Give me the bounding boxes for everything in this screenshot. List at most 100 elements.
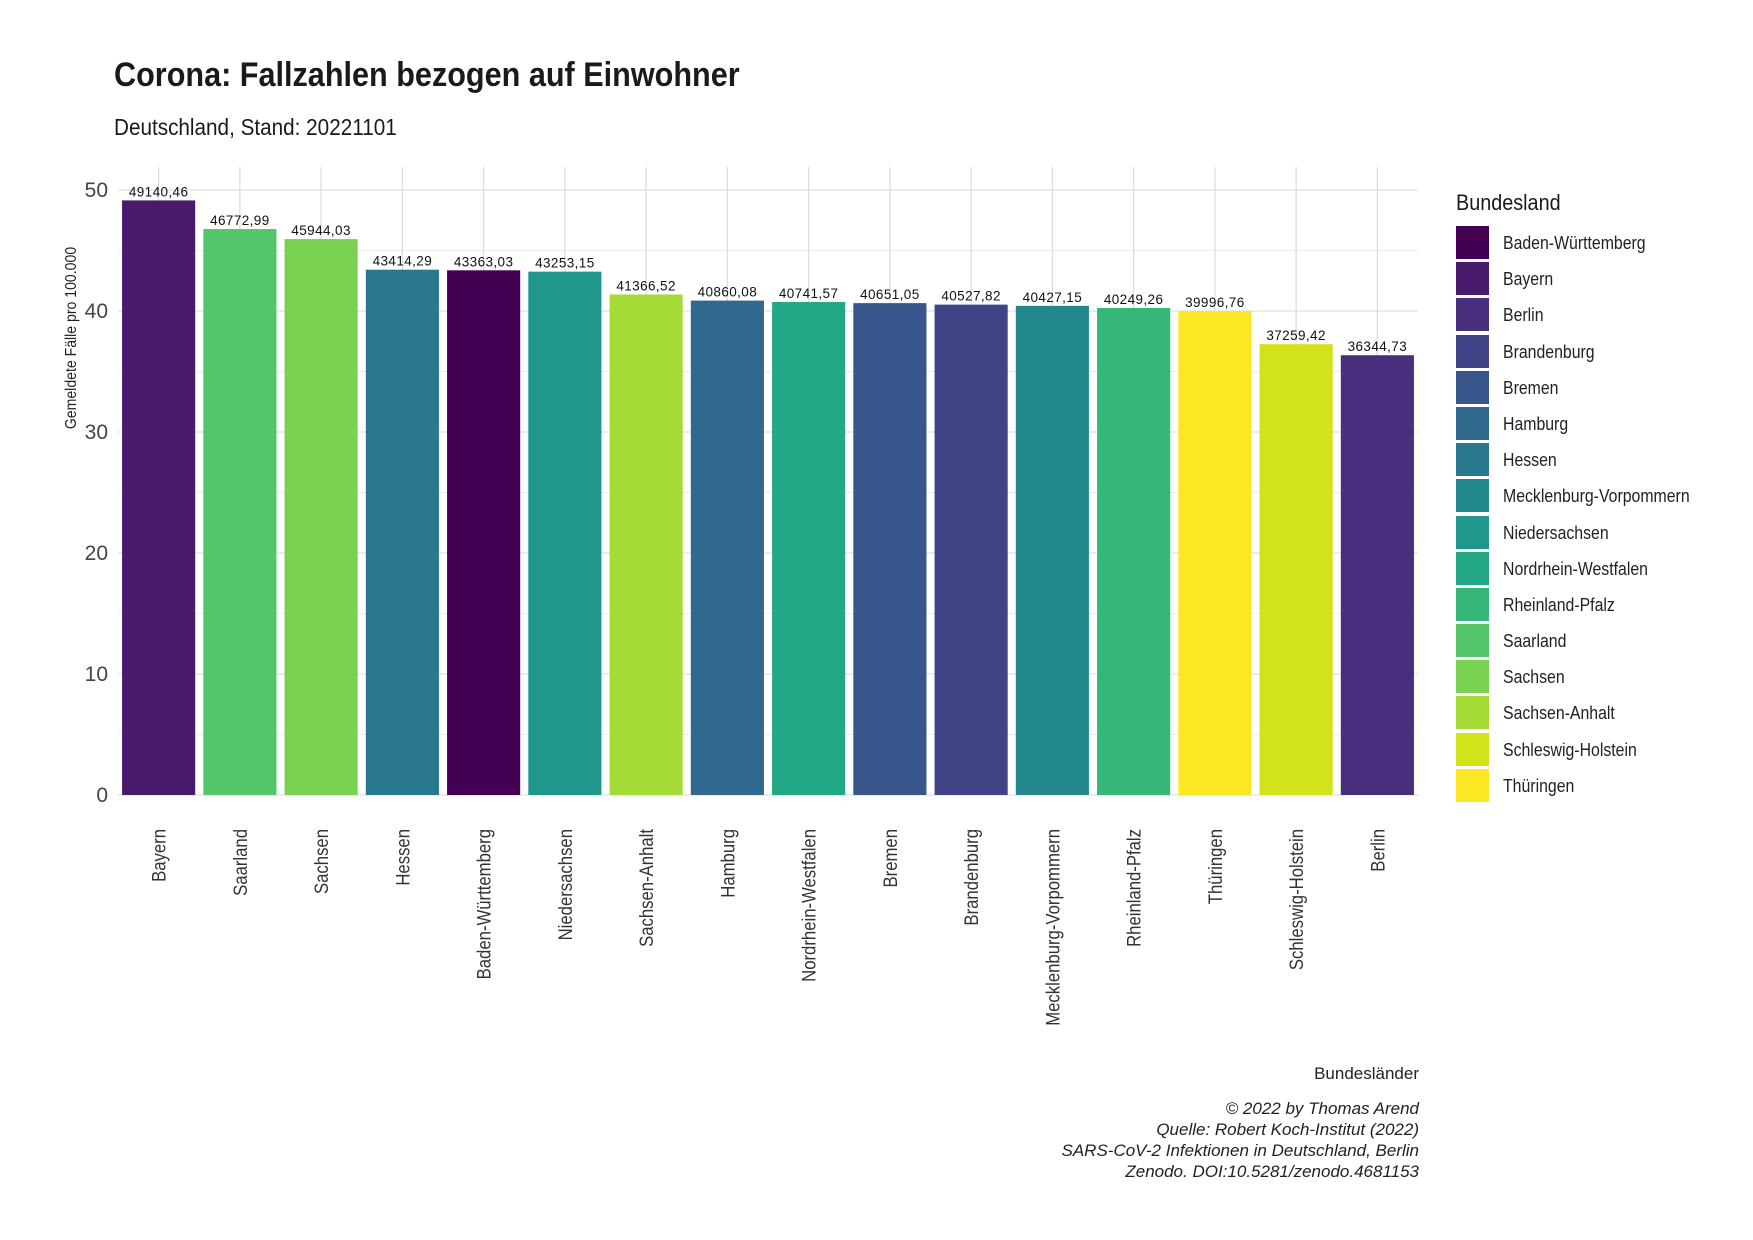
legend-label: Hessen [1503,450,1557,471]
bar [1259,344,1333,795]
legend-swatch [1456,696,1489,730]
x-tick-label: Bremen [880,829,901,887]
legend-label: Thüringen [1503,775,1575,796]
legend-label: Brandenburg [1503,341,1595,362]
data-label: 39996,76 [1185,295,1245,310]
bar [934,304,1008,795]
legend-swatch [1456,443,1489,477]
x-tick-label: Sachsen-Anhalt [636,829,657,947]
caption-line: Zenodo. DOI:10.5281/zenodo.4681153 [1125,1162,1419,1181]
x-tick-label: Mecklenburg-Vorpommern [1042,829,1063,1026]
legend-label: Niedersachsen [1503,522,1609,543]
y-tick-label: 40 [85,300,108,323]
legend-label: Sachsen-Anhalt [1503,703,1615,724]
x-tick-label: Hessen [392,829,413,886]
legend-label: Sachsen [1503,667,1565,688]
x-tick-label: Baden-Württemberg [474,829,495,979]
legend-swatch [1456,515,1489,549]
bar [1015,305,1089,795]
x-tick-label: Thüringen [1205,829,1226,904]
legend-label: Baden-Württemberg [1503,233,1646,253]
x-tick-label: Saarland [230,829,251,896]
legend-swatch [1456,587,1489,621]
caption-line: © 2022 by Thomas Arend [1225,1099,1419,1118]
x-tick-label: Rheinland-Pfalz [1124,829,1145,947]
legend-swatch [1456,226,1489,259]
x-axis-title: Bundesländer [1314,1064,1419,1083]
legend-swatch [1456,370,1489,404]
chart-subtitle: Deutschland, Stand: 20221101 [114,114,397,140]
data-label: 45944,03 [291,223,351,238]
bar [203,229,277,795]
caption-line: SARS-CoV-2 Infektionen in Deutschland, B… [1061,1141,1420,1160]
bars [122,200,1414,796]
bar [284,239,358,795]
data-label: 43414,29 [373,254,433,269]
chart-title: Corona: Fallzahlen bezogen auf Einwohner [114,56,740,94]
legend-swatch [1456,732,1489,766]
bar [365,269,439,795]
y-tick-label: 50 [85,179,108,202]
caption: © 2022 by Thomas Arend Quelle: Robert Koc… [1062,1098,1420,1182]
data-labels: 49140,46 46772,99 45944,03 43414,29 43363,03… [129,184,1407,354]
y-axis-title: Gemeldete Fälle pro 100.000 [62,247,80,429]
bar [853,303,927,795]
legend-swatch [1456,624,1489,658]
data-label: 46772,99 [210,213,270,228]
x-tick-label: Berlin [1367,829,1388,872]
legend-swatch [1456,479,1489,513]
bar [609,294,683,795]
legend-label: Nordrhein-Westfalen [1503,558,1648,579]
x-tick-label: Sachsen [311,829,332,894]
bar [690,300,764,795]
data-label: 37259,42 [1266,328,1326,343]
legend-label: Schleswig-Holstein [1503,739,1637,760]
legend-label: Saarland [1503,631,1567,652]
data-label: 36344,73 [1348,339,1408,354]
x-tick-label: Bayern [149,829,170,882]
bar [447,270,521,795]
legend-label: Mecklenburg-Vorpommern [1503,486,1690,507]
y-tick-label: 30 [85,421,108,444]
bar [528,271,602,796]
data-label: 40527,82 [941,289,1001,304]
y-tick-label: 20 [85,542,108,565]
caption-line: Quelle: Robert Koch-Institut (2022) [1156,1120,1419,1139]
bar [122,200,196,795]
legend-label: Bayern [1503,269,1554,290]
bar [1340,355,1414,795]
data-label: 40741,57 [779,286,839,301]
x-tick-label: Brandenburg [961,829,982,926]
legend-label: Hamburg [1503,413,1569,434]
legend-swatch [1456,298,1489,332]
data-label: 40860,08 [698,285,758,300]
bar [772,302,846,795]
legend-title: Bundesland [1456,190,1561,215]
data-label: 40427,15 [1023,290,1083,305]
x-tick-label: Nordrhein-Westfalen [799,829,820,982]
y-tick-label: 10 [85,663,108,686]
x-tick-label: Niedersachsen [555,829,576,940]
legend-swatch [1456,406,1489,440]
legend-swatch [1456,551,1489,585]
data-label: 40651,05 [860,287,920,302]
x-tick-label: Hamburg [717,829,738,898]
legend-label: Rheinland-Pfalz [1503,594,1615,615]
data-label: 43253,15 [535,256,595,271]
legend-swatch [1456,262,1489,296]
legend-label: Bremen [1503,377,1559,398]
data-label: 41366,52 [616,278,676,293]
legend-swatch [1456,334,1489,368]
data-label: 49140,46 [129,184,189,199]
data-label: 43363,03 [454,254,514,269]
data-label: 40249,26 [1104,292,1164,307]
y-tick-label: 0 [96,784,108,807]
y-axis: 0 10 20 30 40 50 [85,179,108,807]
legend-label: Berlin [1503,305,1544,326]
bar [1178,311,1252,795]
x-axis: Bayern Saarland Sachsen Hessen Baden-Württem… [149,829,1389,1026]
legend-swatch [1456,768,1489,802]
x-tick-label: Schleswig-Holstein [1286,829,1307,970]
bar [1097,307,1171,795]
